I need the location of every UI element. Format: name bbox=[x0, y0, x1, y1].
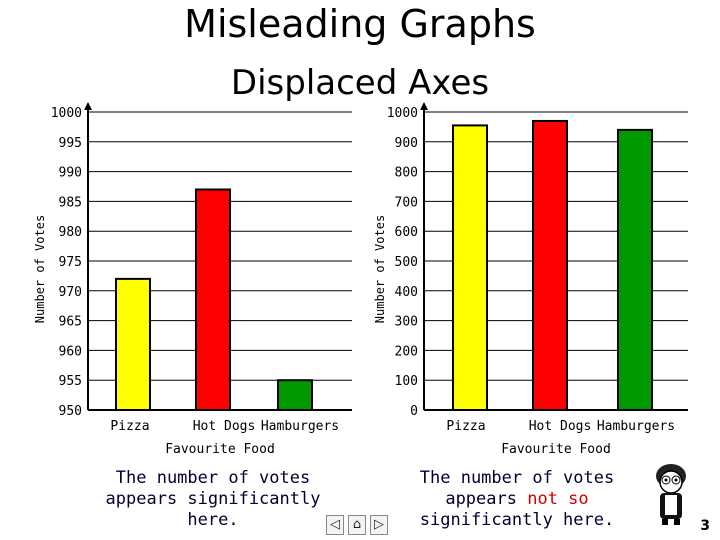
right-chart-y-axis-label: Number of Votes bbox=[373, 215, 387, 323]
left-chart-bar-hot-dogs bbox=[195, 188, 231, 411]
right-chart-y-tick-label: 600 bbox=[395, 225, 418, 240]
left-chart-y-tick-label: 955 bbox=[59, 374, 82, 389]
right-chart-y-tick-label: 1000 bbox=[387, 106, 418, 121]
left-chart-y-tick-label: 965 bbox=[59, 315, 82, 330]
home-icon: ⌂ bbox=[352, 517, 362, 532]
right-chart-bar-pizza bbox=[452, 124, 488, 411]
right-chart-y-tick-label: 300 bbox=[395, 315, 418, 330]
previous-button[interactable]: ◁ bbox=[326, 515, 344, 535]
slide-subtitle: Displaced Axes bbox=[230, 63, 490, 103]
right-chart-category-label: Hamburgers bbox=[597, 419, 675, 434]
left-chart-y-axis-label: Number of Votes bbox=[33, 215, 47, 323]
left-chart-y-axis-arrow bbox=[84, 102, 92, 110]
cartoon-mascot-icon bbox=[656, 464, 686, 525]
right-chart-y-tick-label: 0 bbox=[410, 404, 418, 419]
left-caption-text: The number of votes appears significantl… bbox=[105, 468, 321, 530]
right-chart-y-tick-label: 500 bbox=[395, 255, 418, 270]
left-chart-y-tick-label: 980 bbox=[59, 225, 82, 240]
left-chart-category-label: Pizza bbox=[110, 419, 149, 434]
right-chart-y-tick-label: 700 bbox=[395, 195, 418, 210]
left-chart-bar-hamburgers bbox=[277, 379, 313, 412]
left-chart-y-tick-label: 970 bbox=[59, 285, 82, 300]
right-caption-red-text: not so bbox=[527, 489, 589, 509]
right-chart-y-tick-label: 100 bbox=[395, 374, 418, 389]
right-chart-y-tick-label: 900 bbox=[395, 136, 418, 151]
left-chart-x-axis-label: Favourite Food bbox=[165, 442, 275, 457]
next-icon: ▷ bbox=[374, 517, 384, 532]
left-chart-y-tick-label: 995 bbox=[59, 136, 82, 151]
right-chart-bar-hot-dogs bbox=[532, 119, 568, 411]
left-chart-bar-pizza bbox=[115, 277, 151, 411]
right-chart-y-tick-label: 200 bbox=[395, 344, 418, 359]
left-chart-y-tick-label: 950 bbox=[59, 404, 82, 419]
page-number: 3 bbox=[700, 518, 710, 534]
left-chart-y-tick-label: 1000 bbox=[51, 106, 82, 121]
right-chart-bar-hamburgers bbox=[617, 128, 653, 411]
right-chart-x-axis-label: Favourite Food bbox=[501, 442, 611, 457]
right-chart-y-tick-label: 400 bbox=[395, 285, 418, 300]
next-button[interactable]: ▷ bbox=[370, 515, 388, 535]
right-caption: The number of votes appears not so signi… bbox=[382, 468, 652, 531]
previous-icon: ◁ bbox=[330, 517, 340, 532]
left-chart-y-tick-label: 975 bbox=[59, 255, 82, 270]
right-caption-text-2: significantly here. bbox=[419, 510, 615, 530]
right-chart-category-label: Hot Dogs bbox=[529, 419, 592, 434]
left-chart-category-label: Hot Dogs bbox=[193, 419, 256, 434]
left-chart-y-tick-label: 990 bbox=[59, 166, 82, 181]
right-chart-category-label: Pizza bbox=[446, 419, 485, 434]
right-chart-y-axis-arrow bbox=[420, 102, 428, 110]
left-chart-category-label: Hamburgers bbox=[261, 419, 339, 434]
left-chart-y-tick-label: 960 bbox=[59, 344, 82, 359]
right-caption-text-1: The number of votes appears bbox=[419, 468, 615, 509]
left-caption: The number of votes appears significantl… bbox=[78, 468, 348, 531]
home-button[interactable]: ⌂ bbox=[348, 515, 366, 535]
right-chart-y-tick-label: 800 bbox=[395, 166, 418, 181]
left-chart-y-tick-label: 985 bbox=[59, 195, 82, 210]
slide-title: Misleading Graphs bbox=[184, 2, 536, 46]
